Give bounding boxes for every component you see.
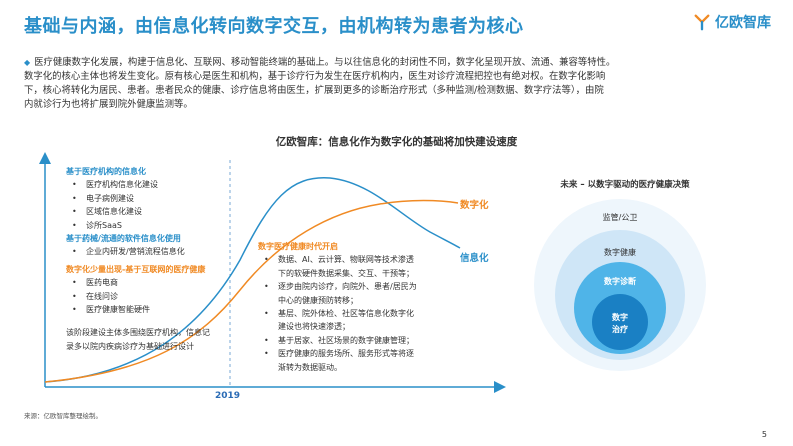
list-item: 在线问诊	[66, 290, 236, 304]
year-label: 2019	[215, 391, 241, 401]
diamond-bullet-icon: ◆	[24, 58, 31, 67]
page-number: 5	[761, 430, 767, 439]
list-item: 电子病例建设	[66, 192, 236, 206]
mid-panel-title: 数字医疗健康时代开启	[258, 242, 338, 251]
intro-line: 下，核心将转化为居民、患者。患者民众的健康、诊疗信息将由医生，扩展到更多的诊断治…	[24, 85, 604, 96]
left-panel: 基于医疗机构的信息化 医疗机构信息化建设 电子病例建设 区域信息化建设 诊所Sa…	[66, 165, 236, 353]
brand-logo: 亿欧智库	[693, 12, 771, 32]
series-label-info: 信息化	[460, 253, 489, 264]
list-item: 医药电商	[66, 276, 236, 290]
core-label-line1: 数字	[612, 312, 628, 322]
list-item: 企业内研发/营销流程信息化	[66, 245, 236, 259]
future-title: 未来 – 以数字驱动的医疗健康决策	[560, 180, 690, 190]
summary-line: 该阶段建设主体多围绕医疗机构，信息记	[66, 328, 210, 338]
group-list: 企业内研发/营销流程信息化	[66, 245, 236, 259]
logo-icon	[694, 14, 710, 31]
summary-line: 录多以院内疾病诊疗为基础进行设计	[66, 341, 194, 351]
ring-label-regulatory: 监管/公卫	[603, 212, 638, 222]
page-title: 基础与内涵，由信息化转向数字交互，由机构转为患者为核心	[24, 16, 524, 37]
intro-line: 数字化的核心主体也将发生变化。原有核心是医生和机构，基于诊疗行为发生在医疗机构内…	[24, 71, 606, 82]
list-item: 医疗健康智能硬件	[66, 303, 236, 317]
ring-label-digital-diagnosis: 数字诊断	[604, 276, 636, 286]
chart-title: 亿欧智库：信息化作为数字化的基础将加快建设速度	[275, 136, 518, 148]
list-item: 区域信息化建设	[66, 205, 236, 219]
group-title: 基于医疗机构的信息化	[66, 167, 146, 176]
core-label-line2: 治疗	[612, 324, 628, 334]
source-note: 来源：亿欧智库整理绘制。	[24, 412, 102, 420]
ring-label-digital-health: 数字健康	[604, 247, 636, 257]
group-list: 医疗机构信息化建设 电子病例建设 区域信息化建设 诊所SaaS	[66, 178, 236, 232]
intro-line: 医疗健康数字化发展，构建于信息化、互联网、移动智能终端的基础上。与以往信息化的封…	[34, 57, 616, 68]
list-item: 医疗机构信息化建设	[66, 178, 236, 192]
group-title: 数字化少量出现-基于互联网的医疗健康	[66, 264, 206, 274]
logo-text: 亿欧智库	[715, 15, 771, 31]
list-item: 诊所SaaS	[66, 219, 236, 233]
group-title: 基于药械/流通的软件信息化使用	[66, 234, 181, 244]
group-list: 医药电商 在线问诊 医疗健康智能硬件	[66, 276, 236, 317]
intro-paragraph: ◆ 医疗健康数字化发展，构建于信息化、互联网、移动智能终端的基础上。与以往信息化的…	[24, 56, 774, 112]
ring-digital-therapy	[592, 294, 648, 350]
mid-panel: 数字医疗健康时代开启 数据、AI、云计算、物联网等技术渗透下的软硬件数据采集、交…	[258, 240, 468, 374]
series-label-digital: 数字化	[460, 200, 489, 211]
info-curve	[44, 177, 461, 383]
intro-line: 内就诊行为也将扩展到院外健康监测等。	[24, 99, 193, 110]
list-item: 基于居家、社区场景的数字健康管理；	[258, 334, 468, 348]
